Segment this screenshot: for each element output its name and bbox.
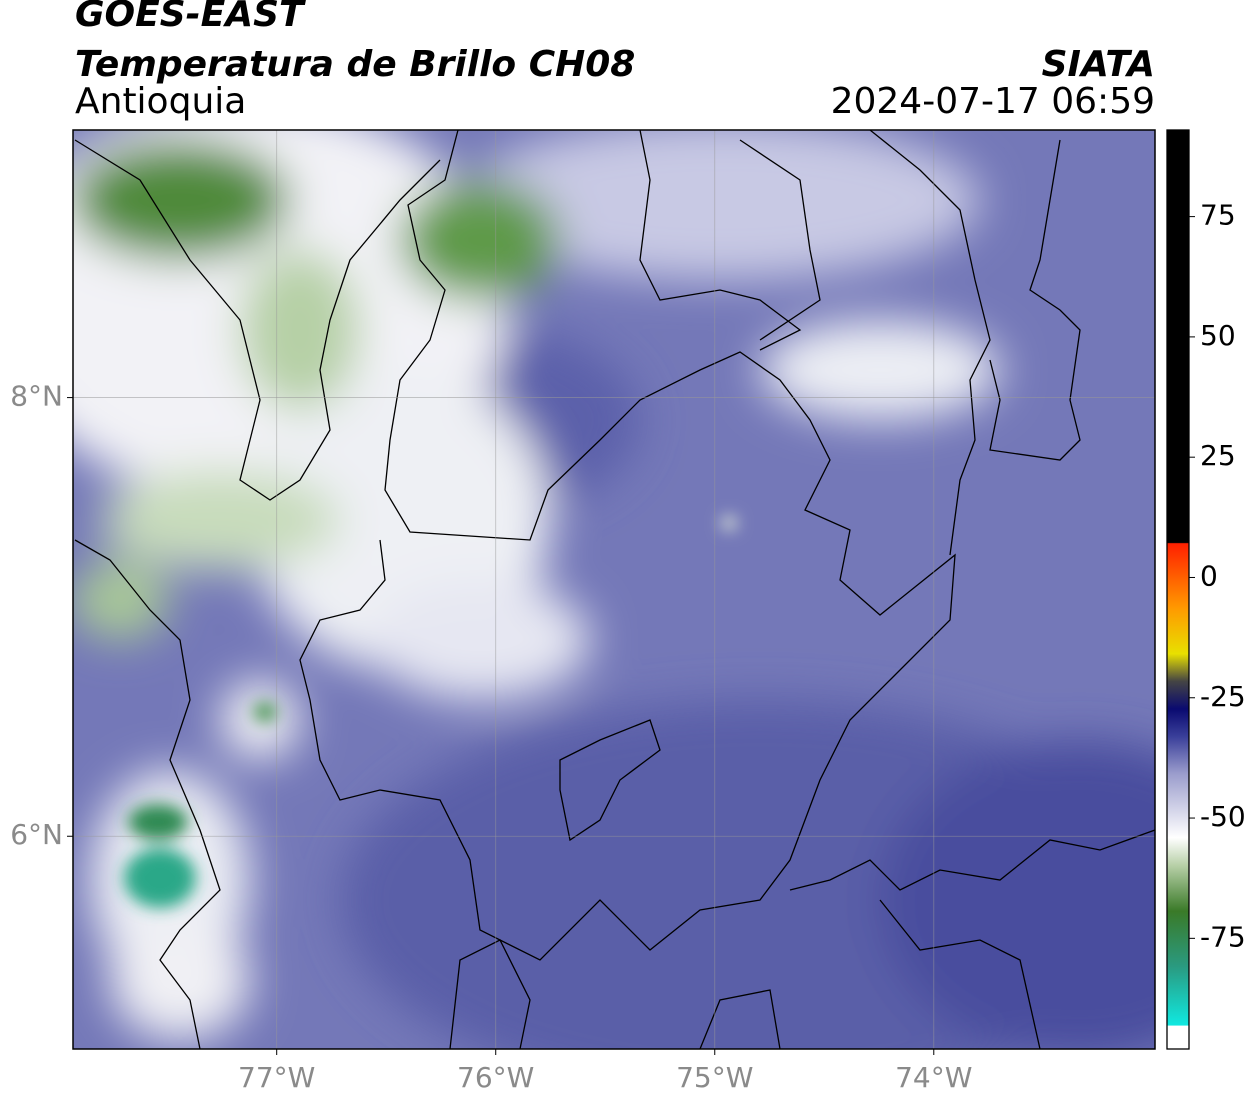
y-tick-label: 8°N bbox=[10, 380, 63, 413]
colorbar-label: -75 bbox=[1200, 920, 1246, 953]
colorbar-label: -50 bbox=[1200, 800, 1246, 833]
x-tick-label: 75°W bbox=[676, 1061, 753, 1094]
colorbar-label: -25 bbox=[1200, 680, 1246, 713]
colorbar-label: 0 bbox=[1200, 559, 1218, 592]
borders bbox=[74, 130, 1155, 1049]
subtitle: Temperatura de Brillo CH08 bbox=[75, 44, 635, 85]
title: GOES-EAST bbox=[75, 0, 306, 35]
satellite-image bbox=[73, 130, 1155, 1049]
colorbar-label: 25 bbox=[1200, 439, 1236, 472]
colorbar-label: 50 bbox=[1200, 319, 1236, 352]
timestamp: 2024-07-17 06:59 bbox=[831, 81, 1155, 122]
region: Antioquia bbox=[75, 81, 246, 122]
source: SIATA bbox=[1042, 44, 1155, 85]
x-tick-label: 76°W bbox=[457, 1061, 534, 1094]
x-tick-label: 77°W bbox=[238, 1061, 315, 1094]
x-tick-label: 74°W bbox=[895, 1061, 972, 1094]
colorbar bbox=[1166, 129, 1190, 1050]
y-tick-label: 6°N bbox=[10, 818, 63, 851]
grid bbox=[73, 130, 1155, 1049]
colorbar-label: 75 bbox=[1200, 199, 1236, 232]
map-frame bbox=[72, 129, 1156, 1050]
